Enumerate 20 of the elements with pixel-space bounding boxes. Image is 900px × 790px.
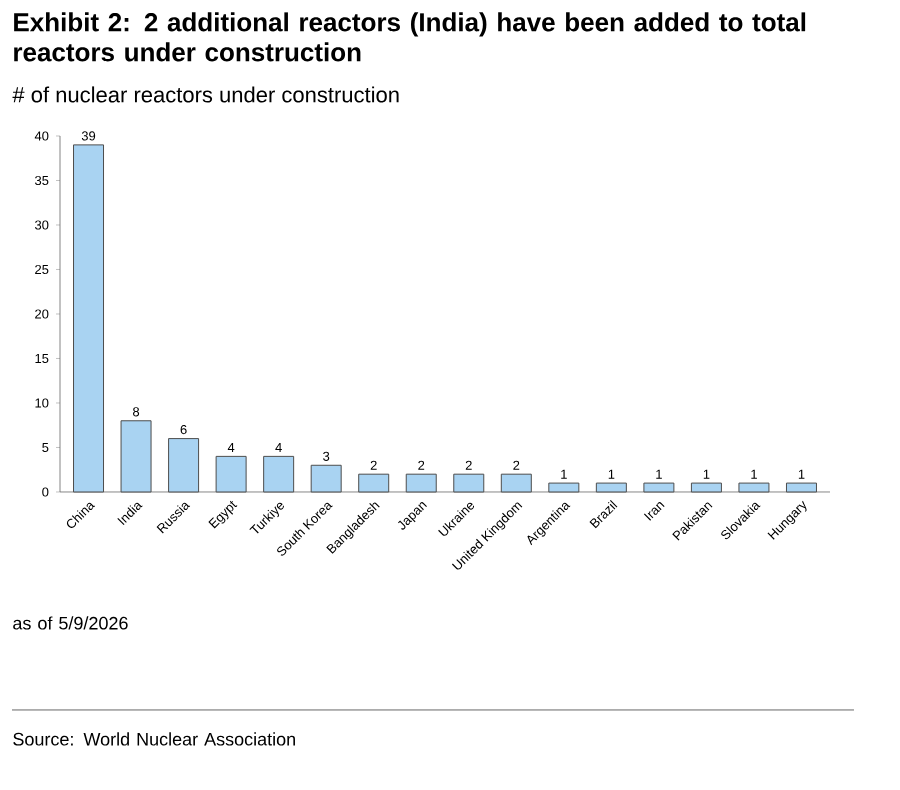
- source-note: Source: World Nuclear Association: [13, 732, 295, 746]
- bar: [168, 438, 200, 493]
- bar: [643, 482, 675, 493]
- bar: [310, 464, 342, 493]
- bar: [263, 455, 295, 493]
- bar: [453, 473, 485, 493]
- bar: [120, 420, 152, 493]
- bar: [690, 482, 722, 493]
- text: as of 5/9/2026: [13, 616, 128, 630]
- bar: [738, 482, 770, 493]
- bar: [785, 482, 817, 493]
- bar: [500, 473, 532, 493]
- bar: [548, 482, 580, 493]
- bar: [215, 455, 247, 493]
- chart-subtitle: # of nuclear reactors under construction: [12, 86, 399, 103]
- bar: [405, 473, 437, 493]
- bar: [73, 144, 105, 493]
- bar: [358, 473, 390, 493]
- bar: [595, 482, 627, 493]
- chart-title: Exhibit 2: 2 additional reactors (India) have been added to total reactors under construction: [14, 12, 806, 62]
